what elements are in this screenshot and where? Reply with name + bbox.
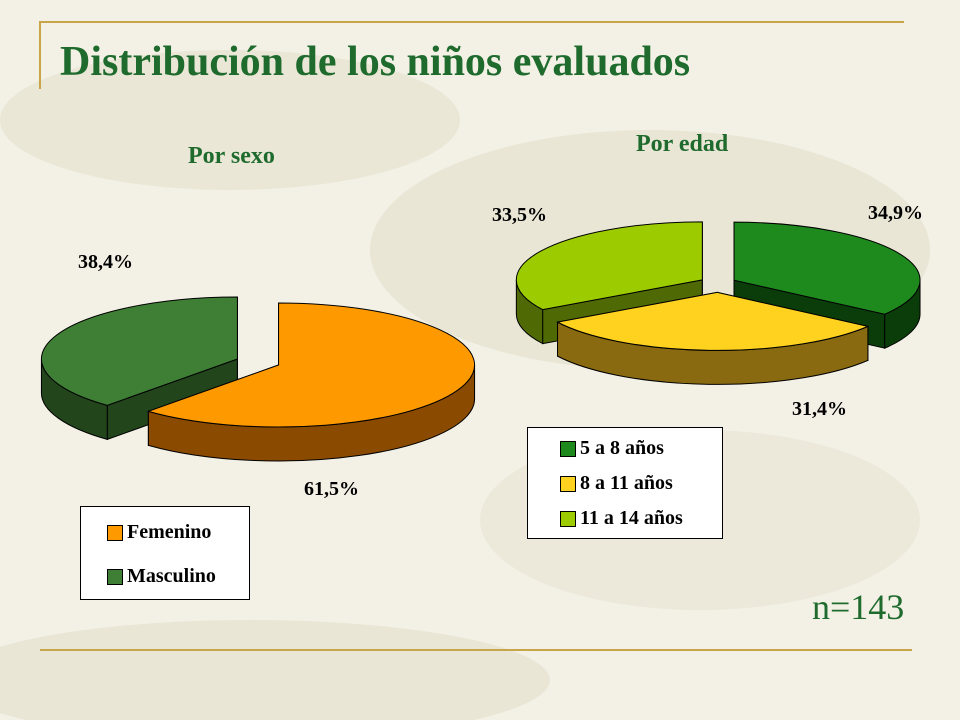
slice-femenino bbox=[146, 302, 476, 462]
legend-label-masculino: Masculino bbox=[127, 565, 216, 587]
data-label-11-14: 33,5% bbox=[492, 204, 547, 226]
bottom-border-line bbox=[40, 649, 912, 651]
legend-item-masculino: Masculino bbox=[107, 565, 249, 589]
legend-swatch-5-8 bbox=[560, 441, 576, 457]
sample-size-label: n=143 bbox=[812, 587, 905, 627]
legend-label-femenino: Femenino bbox=[127, 521, 212, 543]
slice-8-a-11-años bbox=[555, 291, 870, 385]
top-border-line bbox=[40, 21, 904, 23]
legend-item-5-8: 5 a 8 años bbox=[560, 437, 722, 461]
data-label-5-8: 34,9% bbox=[868, 202, 923, 224]
pie-edad bbox=[515, 221, 921, 385]
chart-title-edad: Por edad bbox=[636, 131, 729, 157]
legend-edad: 5 a 8 años 8 a 11 años 11 a 14 años bbox=[527, 427, 723, 539]
legend-label-5-8: 5 a 8 años bbox=[580, 437, 664, 459]
legend-swatch-femenino bbox=[107, 525, 123, 541]
data-label-masculino: 38,4% bbox=[78, 251, 133, 273]
legend-label-11-14: 11 a 14 años bbox=[580, 507, 683, 529]
legend-item-femenino: Femenino bbox=[107, 521, 249, 545]
slide-title: Distribución de los niños evaluados bbox=[60, 39, 691, 85]
legend-item-8-11: 8 a 11 años bbox=[560, 472, 722, 496]
data-label-femenino: 61,5% bbox=[304, 478, 359, 500]
legend-label-8-11: 8 a 11 años bbox=[580, 472, 673, 494]
legend-swatch-masculino bbox=[107, 569, 123, 585]
chart-title-sexo: Por sexo bbox=[188, 143, 275, 169]
slice-masculino bbox=[40, 296, 238, 441]
legend-item-11-14: 11 a 14 años bbox=[560, 507, 722, 531]
legend-swatch-8-11 bbox=[560, 476, 576, 492]
left-border-line bbox=[39, 21, 41, 89]
data-label-8-11: 31,4% bbox=[792, 398, 847, 420]
legend-swatch-11-14 bbox=[560, 511, 576, 527]
legend-sexo: Femenino Masculino bbox=[80, 506, 250, 600]
pie-sexo bbox=[40, 296, 476, 462]
